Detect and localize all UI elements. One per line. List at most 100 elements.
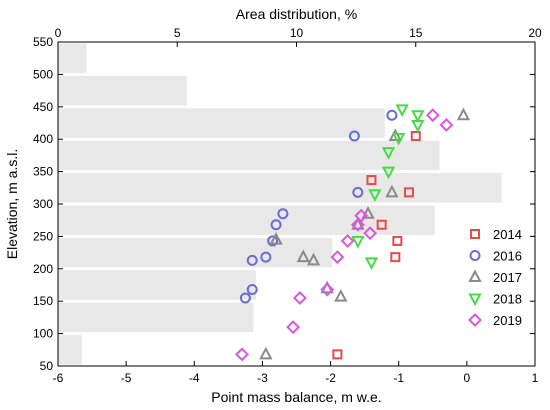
- y-tick-label: 450: [33, 100, 53, 114]
- point-2017: [361, 206, 375, 219]
- x-tick-label: -2: [325, 371, 336, 385]
- x-tick-label: 0: [464, 371, 471, 385]
- point-2017: [259, 346, 273, 360]
- mass-balance-points: [235, 104, 471, 362]
- point-2018: [351, 235, 365, 249]
- legend-marker-2016: [469, 250, 481, 261]
- area-bar-100-150: [58, 302, 254, 333]
- y-tick-label: 250: [33, 229, 53, 243]
- series-2019: [235, 108, 454, 362]
- series-2018: [351, 104, 425, 270]
- y-tick-label: 50: [40, 359, 54, 373]
- point-2019: [330, 250, 345, 265]
- point-2017: [385, 184, 399, 198]
- y-axis: 50 100 150 200 250 300 350 400 450 500 550: [33, 35, 535, 373]
- area-bar-500-550: [58, 43, 87, 73]
- point-2016: [246, 254, 258, 266]
- point-2014: [366, 175, 377, 186]
- point-2016: [348, 130, 360, 142]
- point-2017: [388, 128, 402, 141]
- point-2017: [269, 231, 283, 245]
- x2-tick-label: 10: [290, 26, 304, 40]
- point-2014: [376, 219, 387, 230]
- point-2014: [332, 349, 343, 360]
- x-axis-top: 0 5 10 15 20: [55, 26, 542, 47]
- legend-marker-2019: [468, 313, 482, 327]
- series-2014: [332, 130, 421, 360]
- point-2016: [239, 292, 251, 304]
- y-tick-label: 550: [33, 35, 53, 49]
- legend-label-2018: 2018: [493, 292, 522, 307]
- x-tick-label: -3: [257, 371, 268, 385]
- point-2019: [235, 347, 249, 362]
- point-2018: [381, 166, 396, 180]
- area-bar-150-200: [58, 270, 256, 300]
- series-2016: [239, 109, 398, 304]
- y-tick-label: 200: [33, 262, 53, 276]
- y-tick-label: 400: [33, 132, 53, 146]
- point-2018: [381, 147, 396, 160]
- point-2016: [270, 219, 282, 231]
- x-tick-label: -4: [189, 371, 200, 385]
- x-axis-bottom: -6 -5 -4 -3 -2 -1 0 1: [53, 361, 539, 385]
- y-axis-title: Elevation, m a.s.l.: [4, 149, 20, 260]
- x2-tick-label: 0: [55, 26, 62, 40]
- area-distribution-bars: [58, 43, 502, 365]
- x2-tick-label: 15: [409, 26, 423, 40]
- area-bar-50-100: [58, 335, 82, 365]
- point-2018: [411, 110, 425, 123]
- point-2019: [350, 217, 365, 232]
- point-2018: [364, 257, 379, 270]
- point-2019: [320, 282, 335, 297]
- area-bar-200-250: [58, 237, 333, 268]
- point-2014: [390, 252, 401, 263]
- area-bar-300-350: [58, 173, 502, 203]
- x-tick-label: -5: [121, 371, 132, 385]
- x-tick-label: -6: [53, 371, 64, 385]
- point-2017: [351, 217, 365, 230]
- point-2014: [403, 187, 414, 198]
- legend-marker-2017: [468, 269, 482, 282]
- x-axis-title: Point mass balance, m w.e.: [211, 389, 381, 405]
- legend-label-2019: 2019: [493, 313, 522, 328]
- point-2017: [334, 289, 348, 302]
- point-2016: [352, 186, 364, 198]
- legend-label-2014: 2014: [493, 227, 522, 242]
- area-bar-450-500: [58, 75, 187, 106]
- point-2018: [395, 104, 409, 118]
- point-2016: [246, 284, 258, 296]
- point-2019: [340, 234, 355, 248]
- point-2014: [410, 130, 421, 141]
- legend-label-2017: 2017: [493, 270, 522, 285]
- point-2018: [368, 189, 382, 202]
- point-2014: [392, 235, 403, 246]
- point-2017: [306, 252, 321, 266]
- x-tick-label: 1: [532, 371, 539, 385]
- area-bar-350-400: [58, 140, 440, 171]
- point-2019: [286, 320, 301, 335]
- legend-label-2016: 2016: [493, 249, 522, 264]
- x2-tick-label: 5: [174, 26, 181, 40]
- point-2018: [392, 132, 406, 146]
- point-2016: [277, 208, 289, 220]
- point-2019: [439, 118, 454, 132]
- y-tick-label: 150: [33, 294, 53, 308]
- point-2017: [296, 249, 310, 263]
- point-2019: [354, 208, 369, 223]
- x-tick-label: -1: [393, 371, 404, 385]
- legend: 2014 2016 2017 2018 2019: [468, 227, 522, 328]
- y-tick-label: 500: [33, 67, 53, 81]
- y-tick-label: 300: [33, 197, 53, 211]
- point-2019: [425, 108, 440, 123]
- x2-tick-label: 20: [528, 26, 542, 40]
- point-2017: [456, 107, 471, 121]
- y-tick-label: 100: [33, 327, 53, 341]
- point-2019: [363, 226, 378, 241]
- legend-marker-2014: [470, 229, 480, 239]
- point-2019: [292, 291, 307, 305]
- x2-axis-title: Area distribution, %: [236, 6, 357, 22]
- legend-marker-2018: [468, 293, 482, 307]
- point-2016: [386, 109, 398, 121]
- y-tick-label: 350: [33, 165, 53, 179]
